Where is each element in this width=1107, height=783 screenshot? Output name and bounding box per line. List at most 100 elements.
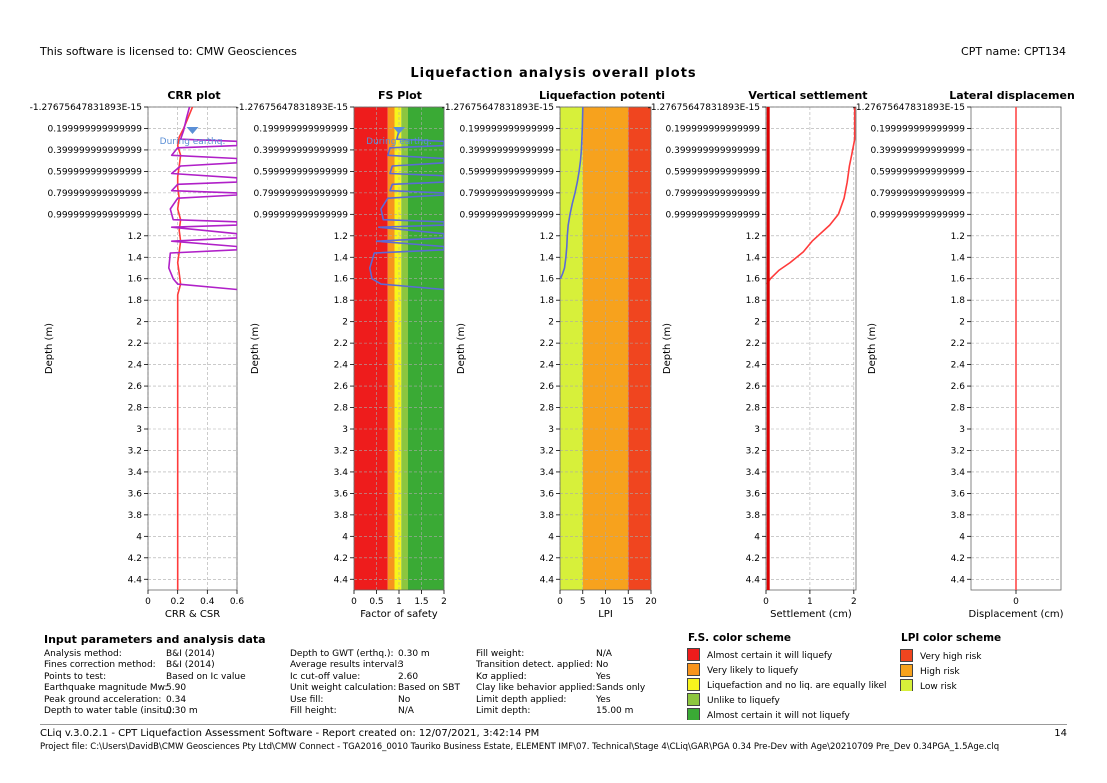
y-tick-label: 2.8 <box>746 404 761 414</box>
y-tick-label: 3 <box>548 425 554 435</box>
x-axis-title: Displacement (cm) <box>969 609 1064 620</box>
y-tick-label: 1.6 <box>334 275 349 285</box>
y-tick-label: 2.8 <box>128 404 143 414</box>
y-tick-label: 3 <box>136 425 142 435</box>
y-tick-label: 0.199999999999999 <box>254 124 349 134</box>
param-row: Points to test: Based on Ic value <box>44 672 246 683</box>
x-tick-label: 1.5 <box>414 597 428 607</box>
project-file-path: Project file: C:\Users\DavidB\CMW Geosci… <box>40 742 1000 752</box>
y-tick-label: 0.199999999999999 <box>48 124 143 134</box>
legend-label: Unlike to liquefy <box>707 696 780 706</box>
y-tick-label: 3.4 <box>746 468 761 478</box>
y-tick-label: 3.4 <box>334 468 349 478</box>
y-tick-label: 2.6 <box>128 382 143 392</box>
x-tick-label: 0 <box>145 597 151 607</box>
param-row: Unit weight calculation: Based on SBT <box>290 683 460 694</box>
y-tick-label: 2 <box>754 318 760 328</box>
y-tick-label: 4 <box>136 532 142 542</box>
legend-label: Very likely to liquefy <box>707 666 799 676</box>
y-tick-label: 1.8 <box>128 296 143 306</box>
y-tick-label: 4 <box>959 532 965 542</box>
series-group <box>168 107 237 590</box>
plot-frame <box>147 106 238 591</box>
param-label: Points to test: <box>44 671 107 682</box>
y-axis-title: Depth (m) <box>250 323 261 374</box>
x-axis-title: LPI <box>598 609 613 620</box>
y-axis-title: Depth (m) <box>44 323 55 374</box>
y-tick-label: 0.399999999999999 <box>460 146 555 156</box>
y-tick-label: 0.199999999999999 <box>460 124 555 134</box>
y-tick-label: 2.4 <box>540 361 555 371</box>
y-tick-label: 0.199999999999999 <box>666 124 761 134</box>
param-row: Peak ground acceleration: 0.34 <box>44 695 246 706</box>
y-tick-label: 3.6 <box>746 489 761 499</box>
y-tick-label: 2.4 <box>951 361 966 371</box>
x-tick-label: 15 <box>623 597 634 607</box>
y-tick-label: 3.4 <box>540 468 555 478</box>
y-tick-label: 2 <box>959 318 965 328</box>
param-label: Limit depth applied: <box>476 694 567 705</box>
series-line <box>560 107 584 280</box>
param-row: Fill height: N/A <box>290 706 460 717</box>
y-tick-label: 0.399999999999999 <box>666 146 761 156</box>
y-tick-label: 0.799999999999999 <box>254 189 349 199</box>
chart-panel-5: Lateral displacemen-1.27675647831893E-15… <box>853 89 1075 620</box>
param-label: Clay like behavior applied: <box>476 683 596 694</box>
y-tick-label: 1.6 <box>951 275 966 285</box>
y-tick-label: 0.399999999999999 <box>254 146 349 156</box>
background-band <box>394 107 402 590</box>
legend-swatch <box>900 649 913 662</box>
chart-title: Vertical settlement <box>748 89 867 102</box>
param-value: 0.34 <box>166 694 187 705</box>
y-tick-label: 3.4 <box>951 468 966 478</box>
param-value: Based on Ic value <box>166 671 246 682</box>
param-row: Clay like behavior applied:Sands only <box>476 683 645 694</box>
x-tick-label: 0.2 <box>171 597 185 607</box>
y-tick-label: 3.8 <box>951 511 966 521</box>
y-tick-label: 3.6 <box>128 489 143 499</box>
param-label: Fill weight: <box>476 649 525 659</box>
y-tick-label: 2.2 <box>334 339 348 349</box>
param-value: Based on SBT <box>398 683 460 694</box>
y-tick-label: 0.799999999999999 <box>460 189 555 199</box>
y-tick-label: 1.6 <box>746 275 761 285</box>
param-value: 2.60 <box>398 671 419 682</box>
x-tick-label: 0 <box>557 597 563 607</box>
y-tick-label: 0.599999999999999 <box>254 167 349 177</box>
chart-title: Lateral displacemen <box>949 89 1075 102</box>
y-tick-label: 4.2 <box>334 554 348 564</box>
y-tick-label: 2 <box>548 318 554 328</box>
y-tick-label: 0.799999999999999 <box>871 189 966 199</box>
water-table-marker <box>186 127 199 135</box>
y-tick-label: 0.399999999999999 <box>48 146 143 156</box>
y-tick-label: 0.599999999999999 <box>460 167 555 177</box>
y-tick-label: 2.2 <box>128 339 142 349</box>
footer-report-line: CLiq v.3.0.2.1 - CPT Liquefaction Assess… <box>40 728 540 739</box>
y-tick-label: 3 <box>342 425 348 435</box>
y-tick-label: 1.8 <box>951 296 966 306</box>
plot-frame <box>765 106 857 591</box>
y-tick-label: 4.2 <box>746 554 760 564</box>
page-number: 14 <box>1054 728 1067 739</box>
y-tick-label: 1.8 <box>540 296 555 306</box>
annotation-label: During earthq. <box>366 137 432 147</box>
annotation-label: During earthq. <box>160 137 226 147</box>
param-label: Unit weight calculation: <box>290 683 397 694</box>
param-row: Ic cut-off value: 2.60 <box>290 672 460 683</box>
x-tick-label: 0 <box>763 597 769 607</box>
series-group <box>560 107 584 280</box>
y-tick-label: -1.27675647831893E-15 <box>236 103 348 113</box>
y-tick-label: 3.8 <box>540 511 555 521</box>
y-tick-label: 1.2 <box>746 232 760 242</box>
y-tick-label: 0.599999999999999 <box>48 167 143 177</box>
param-value: N/A <box>398 706 414 717</box>
y-tick-label: 4.4 <box>128 575 143 585</box>
y-tick-label: 3 <box>754 425 760 435</box>
param-value: 5.90 <box>166 683 187 694</box>
y-tick-label: 3.6 <box>540 489 555 499</box>
param-row: Limit depth: 15.00 m <box>476 706 645 717</box>
param-value: Yes <box>596 694 611 705</box>
x-tick-label: 0 <box>1013 597 1019 607</box>
param-row: Depth to GWT (erthq.): 0.30 m <box>290 649 460 660</box>
y-tick-label: 4.4 <box>540 575 555 585</box>
